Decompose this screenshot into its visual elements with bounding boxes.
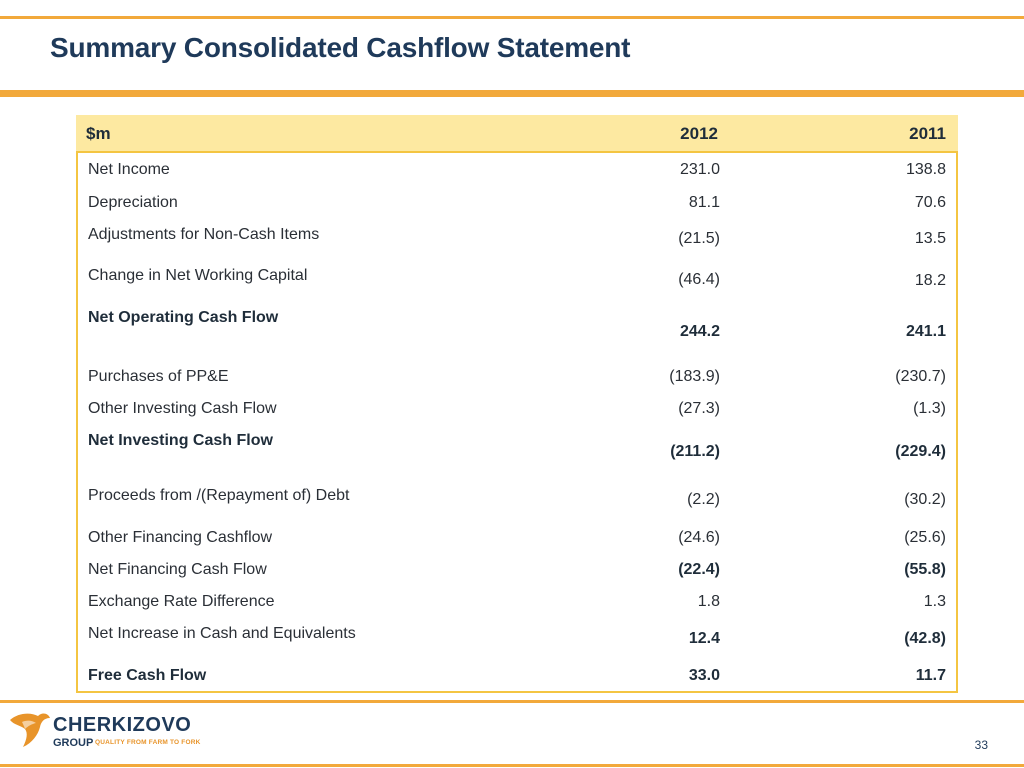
row-label: Net Income [88,161,170,178]
row-label: Purchases of PP&E [88,368,229,385]
row-value-2011: (30.2) [904,491,946,508]
company-logo: CHERKIZOVO GROUP QUALITY FROM FARM TO FO… [8,710,208,754]
header-year-2011: 2011 [909,124,946,143]
row-value-2012: (211.2) [670,443,720,460]
row-value-2011: 241.1 [905,323,946,340]
row-label: Net Operating Cash Flow [88,309,279,326]
header-unit-label: $m [86,124,111,143]
footer-rule [0,700,1024,703]
row-label: Net Financing Cash Flow [88,561,267,578]
row-value-2012: 231.0 [679,161,720,178]
page-title: Summary Consolidated Cashflow Statement [50,32,631,63]
cashflow-table: Net Income 231.0 138.8 Depreciation 81.1… [76,153,958,693]
row-value-2012: (21.5) [678,230,720,247]
row-label: Proceeds from /(Repayment of) Debt [88,487,350,504]
row-value-2011: (1.3) [913,400,946,417]
row-value-2012: 244.2 [679,323,720,340]
row-label: Other Investing Cash Flow [88,400,277,417]
row-label: Exchange Rate Difference [88,593,275,610]
row-value-2011: (55.8) [904,561,946,578]
row-label: Depreciation [88,194,178,211]
row-value-2011: 11.7 [915,667,946,684]
row-value-2011: 138.8 [905,161,946,178]
bottom-rule [0,764,1024,767]
logo-group-word: GROUP [53,737,94,749]
row-label: Net Investing Cash Flow [88,432,273,449]
row-label: Change in Net Working Capital [88,267,308,284]
row-label: Adjustments for Non-Cash Items [88,226,320,243]
row-value-2011: (42.8) [904,630,946,647]
row-value-2011: (229.4) [895,443,946,460]
row-label: Free Cash Flow [88,667,207,684]
row-value-2012: (27.3) [678,400,720,417]
row-value-2011: (230.7) [895,368,946,385]
row-value-2012: 1.8 [697,593,720,610]
row-value-2012: (22.4) [678,561,720,578]
row-value-2011: 18.2 [914,272,946,289]
row-value-2012: (46.4) [678,271,720,288]
page-number: 33 [974,738,988,752]
top-rule [0,16,1024,19]
rooster-logo-icon [10,713,50,747]
row-value-2011: (25.6) [904,529,946,546]
row-value-2012: (2.2) [687,491,720,508]
table-header: $m 2012 2011 [76,115,958,153]
row-value-2011: 13.5 [914,230,946,247]
logo-tagline: QUALITY FROM FARM TO FORK [95,739,201,746]
row-value-2011: 70.6 [914,194,946,211]
row-value-2012: (24.6) [678,529,720,546]
logo-wordmark: CHERKIZOVO [53,714,192,736]
title-underline-rule [0,90,1024,97]
row-label: Other Financing Cashflow [88,529,273,546]
row-label: Net Increase in Cash and Equivalents [88,625,356,642]
row-value-2012: 33.0 [688,667,720,684]
header-year-2012: 2012 [680,124,718,143]
row-value-2012: 81.1 [688,194,720,211]
row-value-2012: (183.9) [669,368,720,385]
row-value-2011: 1.3 [923,593,946,610]
row-value-2012: 12.4 [688,630,720,647]
